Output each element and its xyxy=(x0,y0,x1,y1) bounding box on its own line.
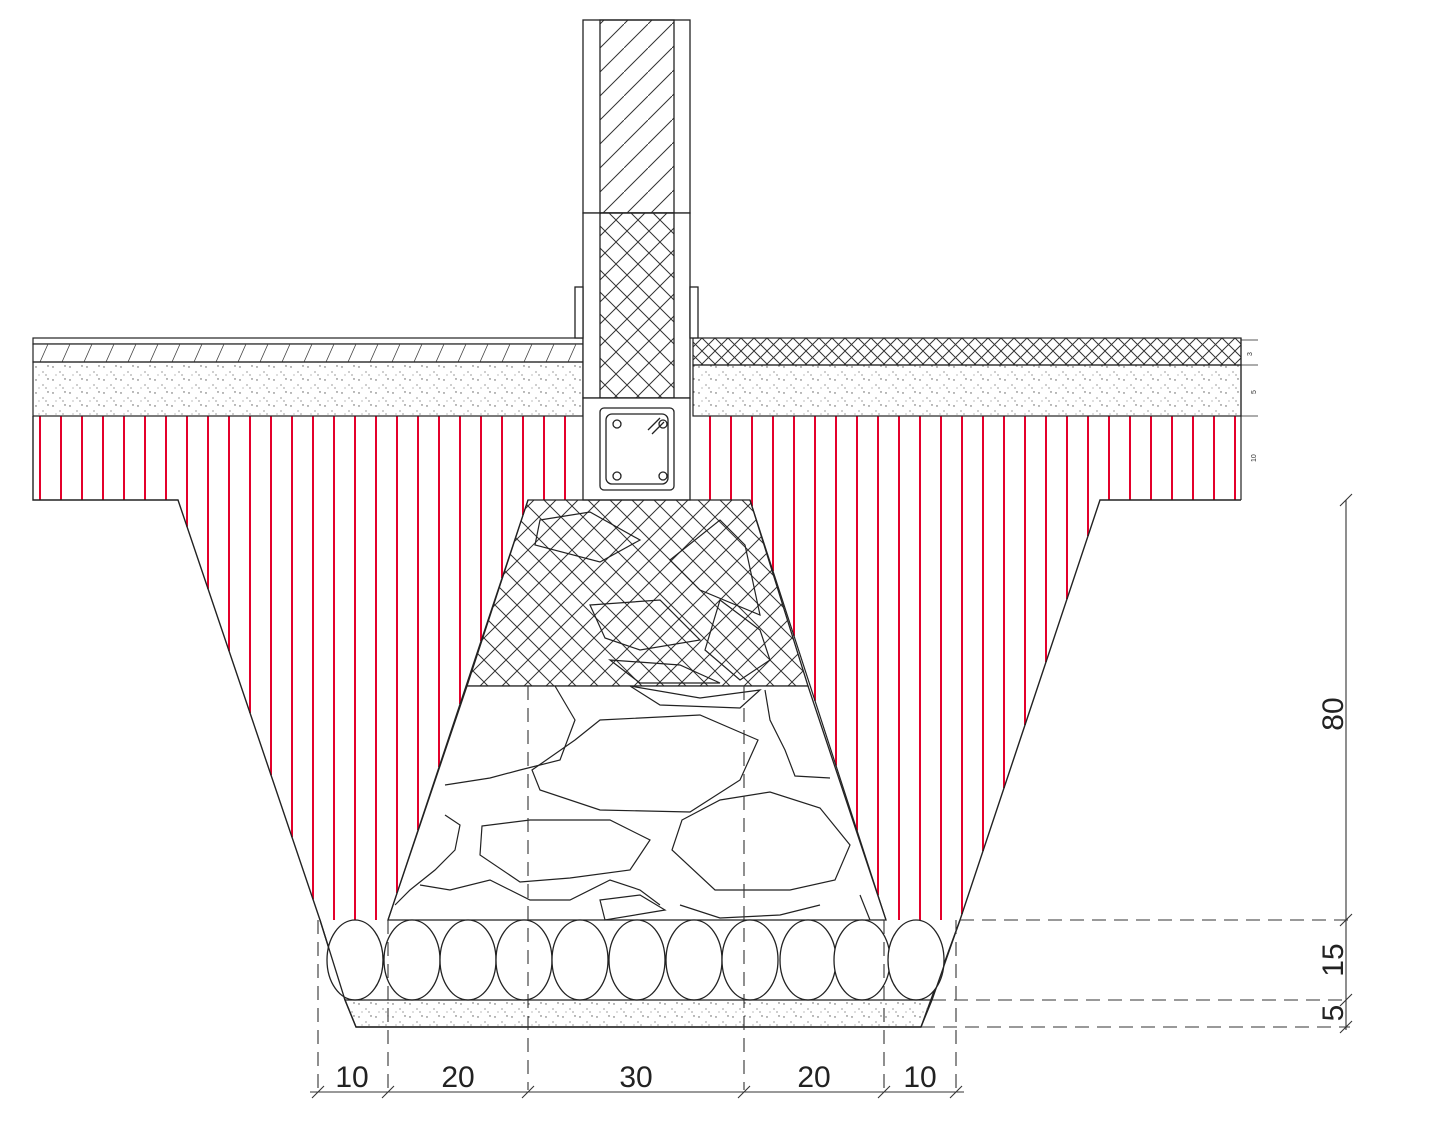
tie-beam xyxy=(582,397,691,501)
dim-label-10-left: 10 xyxy=(335,1061,368,1094)
layer-mark-3: 3 xyxy=(1247,352,1254,356)
layer-thickness-marks: 3 5 10 xyxy=(1241,339,1258,462)
stone-layer-edge-left xyxy=(319,919,346,1001)
round-stone xyxy=(326,919,384,1001)
round-stone xyxy=(383,919,441,1001)
layer-mark-5: 5 xyxy=(1251,390,1258,394)
vertical-dimension-labels: 80 15 5 xyxy=(1317,697,1350,1021)
round-stone xyxy=(833,919,891,1001)
rubble-foundation xyxy=(387,499,887,921)
floor-slab-right xyxy=(692,337,1242,500)
wall-upper xyxy=(582,19,691,214)
round-stone xyxy=(779,919,837,1001)
red-hatch-left xyxy=(39,416,566,920)
round-stone xyxy=(608,919,666,1001)
dim-label-80: 80 xyxy=(1317,697,1350,730)
dim-label-20-right: 20 xyxy=(797,1061,830,1094)
stone-layer-edge-right xyxy=(931,919,961,1001)
horizontal-dimension-chain xyxy=(310,1085,964,1099)
dim-label-30: 30 xyxy=(619,1061,652,1094)
red-hatch-right xyxy=(709,416,1236,920)
dimension-extension-lines xyxy=(317,686,1350,1090)
vertical-dimension-chain xyxy=(1339,493,1353,1034)
round-stone xyxy=(665,919,723,1001)
round-stone xyxy=(551,919,609,1001)
layer-mark-10: 10 xyxy=(1251,454,1258,462)
base-lean-layer xyxy=(344,999,933,1028)
round-stone xyxy=(495,919,553,1001)
wall-insulated-block xyxy=(574,212,699,399)
round-stone xyxy=(439,919,497,1001)
horizontal-dimension-labels: 10 20 30 20 10 xyxy=(335,1061,936,1094)
stone-layer xyxy=(319,919,961,1001)
dim-label-15: 15 xyxy=(1317,943,1350,976)
floor-slab-left xyxy=(32,337,584,417)
round-stone xyxy=(721,919,779,1001)
dim-label-20-left: 20 xyxy=(441,1061,474,1094)
dim-label-5: 5 xyxy=(1317,1005,1350,1022)
dim-label-10-right: 10 xyxy=(903,1061,936,1094)
